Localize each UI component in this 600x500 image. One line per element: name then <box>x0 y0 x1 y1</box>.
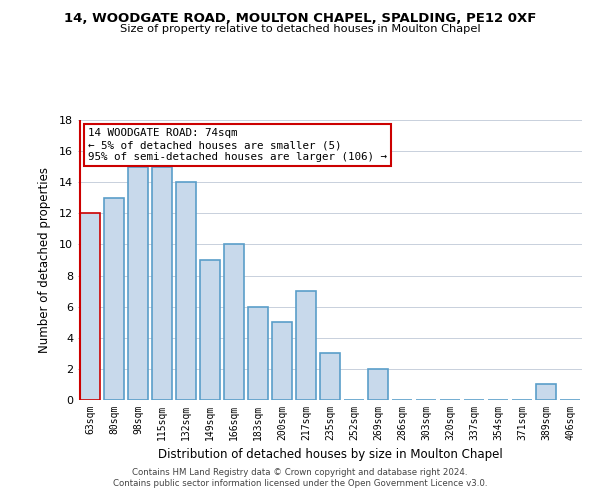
Bar <box>368 369 388 400</box>
Bar <box>536 384 556 400</box>
Bar <box>128 166 148 400</box>
Text: Contains HM Land Registry data © Crown copyright and database right 2024.
Contai: Contains HM Land Registry data © Crown c… <box>113 468 487 487</box>
Text: Size of property relative to detached houses in Moulton Chapel: Size of property relative to detached ho… <box>119 24 481 34</box>
Text: 14, WOODGATE ROAD, MOULTON CHAPEL, SPALDING, PE12 0XF: 14, WOODGATE ROAD, MOULTON CHAPEL, SPALD… <box>64 12 536 26</box>
X-axis label: Distribution of detached houses by size in Moulton Chapel: Distribution of detached houses by size … <box>158 448 502 462</box>
Bar <box>104 198 124 400</box>
Bar <box>200 260 220 400</box>
Y-axis label: Number of detached properties: Number of detached properties <box>38 167 50 353</box>
Bar <box>80 214 100 400</box>
Bar <box>176 182 196 400</box>
Bar <box>224 244 244 400</box>
Bar <box>248 306 268 400</box>
Text: 14 WOODGATE ROAD: 74sqm
← 5% of detached houses are smaller (5)
95% of semi-deta: 14 WOODGATE ROAD: 74sqm ← 5% of detached… <box>88 128 387 162</box>
Bar <box>296 291 316 400</box>
Bar <box>320 354 340 400</box>
Bar <box>152 166 172 400</box>
Bar <box>272 322 292 400</box>
